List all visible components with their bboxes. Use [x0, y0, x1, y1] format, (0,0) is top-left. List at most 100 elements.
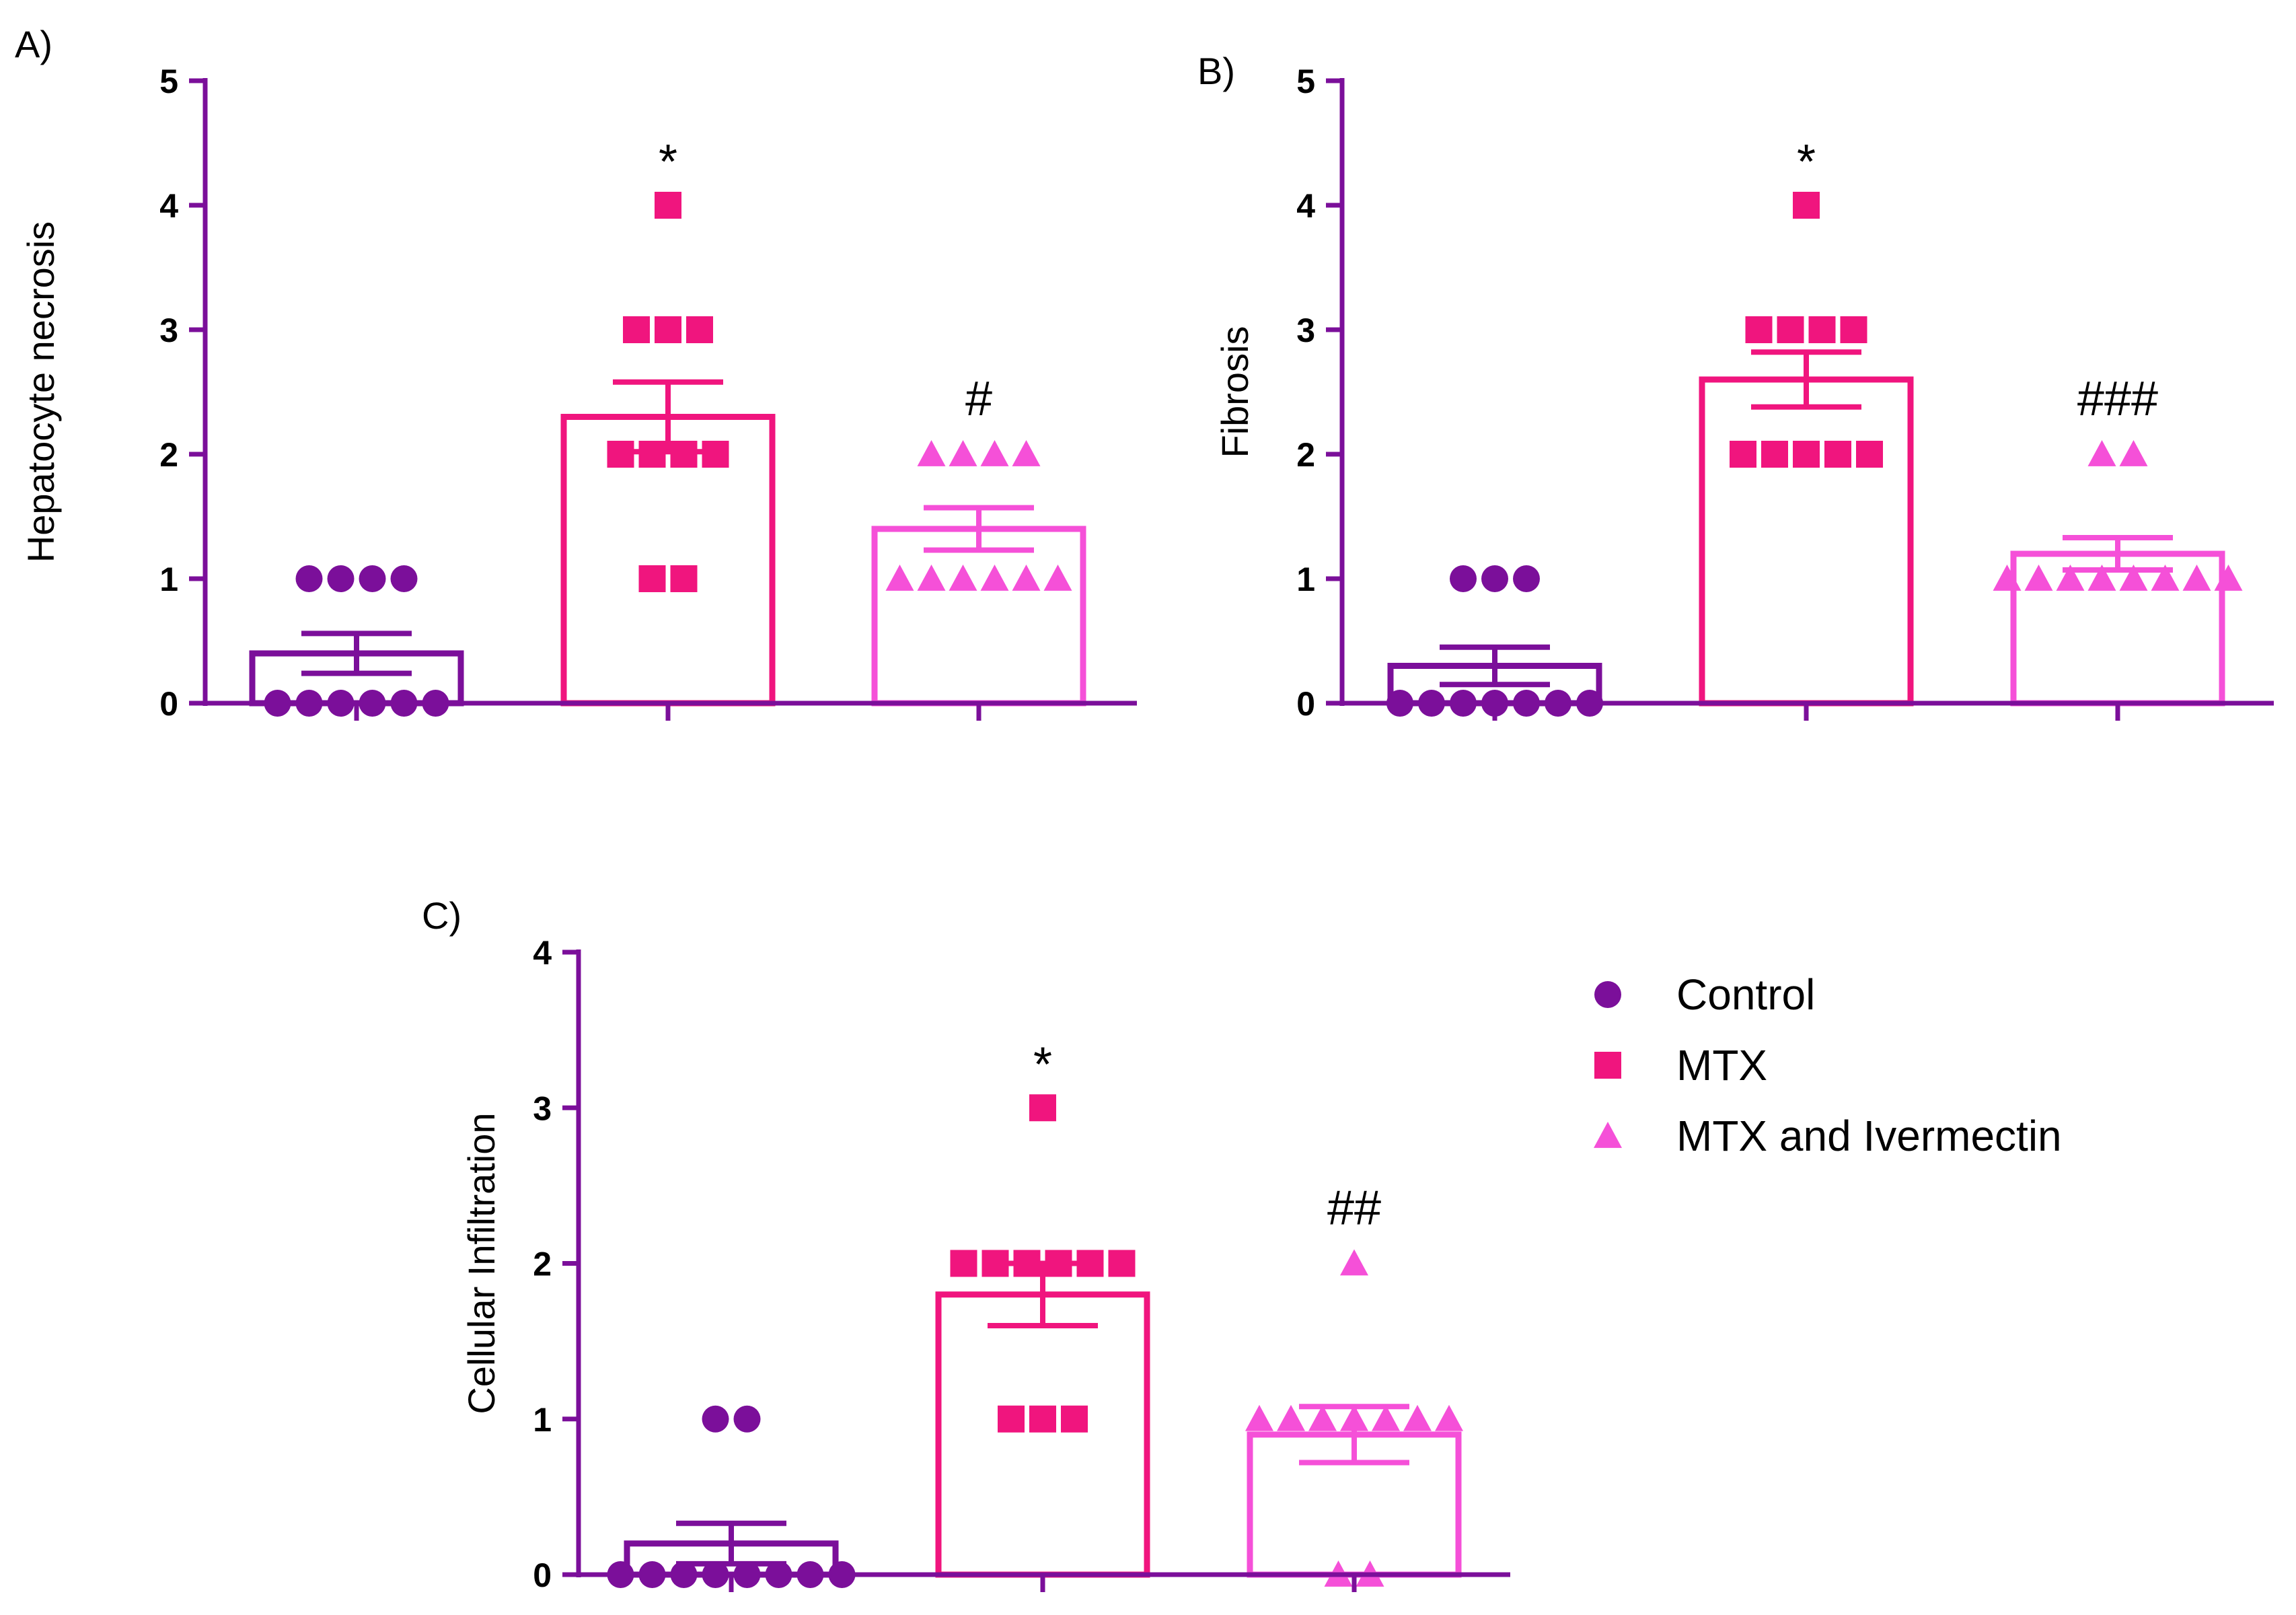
- legend-marker-square: [1594, 1052, 1621, 1079]
- y-tick-label: 2: [533, 1246, 552, 1283]
- data-point-triangle: [1340, 1404, 1368, 1431]
- y-tick-label: 3: [159, 312, 178, 349]
- y-tick-label: 3: [533, 1089, 552, 1127]
- data-point-square: [607, 441, 634, 468]
- data-point-triangle: [980, 565, 1009, 591]
- y-axis-label: Hepatocyte necrosis: [20, 221, 62, 563]
- significance-marker: ###: [2077, 372, 2158, 426]
- data-point-circle: [702, 1405, 729, 1433]
- data-point-triangle: [2119, 565, 2148, 591]
- data-point-square: [982, 1250, 1009, 1277]
- data-point-square: [1745, 316, 1773, 343]
- data-point-square: [1013, 1250, 1041, 1277]
- y-tick-label: 5: [1296, 63, 1315, 100]
- data-point-square: [1824, 441, 1851, 468]
- significance-marker: *: [659, 135, 677, 189]
- y-tick-label: 0: [1296, 685, 1315, 723]
- data-point-triangle: [2024, 565, 2053, 591]
- data-point-square: [1840, 316, 1867, 343]
- data-point-triangle: [980, 440, 1009, 466]
- significance-marker: #: [965, 372, 992, 426]
- data-point-square: [1045, 1250, 1072, 1277]
- significance-marker: *: [1797, 135, 1816, 189]
- data-point-square: [655, 316, 681, 343]
- panel-a: A) Hepatocyte necrosis * #0 1 2 3 4 5: [15, 23, 1137, 723]
- data-point-triangle: [2087, 440, 2116, 466]
- y-axis-label: Fibrosis: [1214, 326, 1256, 458]
- significance-marker: *: [1033, 1038, 1052, 1091]
- data-point-triangle: [1993, 565, 2022, 591]
- data-point-square: [655, 192, 681, 219]
- data-point-triangle: [1277, 1404, 1305, 1431]
- data-point-triangle: [2056, 565, 2085, 591]
- data-point-triangle: [1012, 440, 1041, 466]
- data-point-square: [998, 1405, 1025, 1433]
- data-point-circle: [1513, 565, 1540, 592]
- data-point-square: [1856, 441, 1883, 468]
- data-point-triangle: [2214, 565, 2243, 591]
- data-point-triangle: [949, 565, 977, 591]
- panel-label: B): [1197, 50, 1235, 92]
- legend-label: MTX and Ivermectin: [1676, 1112, 2062, 1160]
- legend: Control MTX MTX and Ivermectin: [1594, 970, 2062, 1160]
- bar-triangle: [871, 526, 1086, 707]
- data-point-square: [1108, 1250, 1136, 1277]
- legend-label: Control: [1676, 970, 1815, 1019]
- data-point-square: [1061, 1405, 1088, 1433]
- y-tick-label: 4: [159, 187, 178, 225]
- data-point-circle: [1481, 565, 1508, 592]
- panel-label: A): [15, 23, 52, 65]
- legend-marker-triangle: [1594, 1122, 1622, 1148]
- data-point-triangle: [2087, 565, 2116, 591]
- data-point-square: [1730, 441, 1756, 468]
- data-point-square: [702, 441, 729, 468]
- data-point-triangle: [2182, 565, 2211, 591]
- data-point-square: [1793, 192, 1820, 219]
- panel-b: B) Fibrosis * ### 0 1 2 3 4 5: [1197, 50, 2274, 723]
- data-point-triangle: [1245, 1404, 1273, 1431]
- data-point-triangle: [1308, 1404, 1337, 1431]
- legend-label: MTX: [1676, 1041, 1767, 1089]
- data-point-square: [1777, 316, 1804, 343]
- y-tick-label: 0: [159, 685, 178, 723]
- y-tick-label: 1: [533, 1401, 552, 1439]
- y-tick-label: 2: [159, 436, 178, 474]
- data-point-square: [950, 1250, 977, 1277]
- data-point-square: [670, 565, 698, 592]
- data-point-circle: [390, 565, 418, 592]
- bar-square: [935, 1291, 1150, 1578]
- bar-square: [560, 414, 776, 707]
- data-point-square: [623, 316, 650, 343]
- y-tick-label: 4: [533, 934, 552, 972]
- y-tick-label: 2: [1296, 436, 1315, 474]
- y-tick-label: 3: [1296, 312, 1315, 349]
- data-point-triangle: [2151, 565, 2180, 591]
- data-point-triangle: [949, 440, 977, 466]
- data-point-square: [1029, 1405, 1056, 1433]
- data-point-square: [638, 441, 666, 468]
- y-tick-label: 5: [159, 63, 178, 100]
- data-point-triangle: [1372, 1404, 1400, 1431]
- data-point-square: [686, 316, 713, 343]
- data-point-triangle: [2119, 440, 2148, 466]
- data-point-circle: [733, 1405, 761, 1433]
- data-point-square: [1761, 441, 1788, 468]
- y-tick-label: 0: [533, 1556, 552, 1594]
- data-point-circle: [295, 565, 323, 592]
- data-point-square: [1029, 1094, 1056, 1122]
- y-tick-label: 1: [1296, 561, 1315, 598]
- y-tick-label: 1: [159, 561, 178, 598]
- panel-label: C): [422, 894, 461, 937]
- data-point-square: [670, 441, 698, 468]
- data-point-triangle: [917, 565, 946, 591]
- significance-marker: ##: [1327, 1182, 1381, 1235]
- data-point-triangle: [1435, 1404, 1463, 1431]
- y-axis-label: Cellular Infiltration: [460, 1112, 503, 1414]
- data-point-triangle: [1043, 565, 1072, 591]
- data-point-square: [638, 565, 666, 592]
- y-tick-label: 4: [1296, 187, 1315, 225]
- bar-square: [1699, 376, 1914, 707]
- panel-c: C) Cellular Infiltration * ## 0 1 2 3 4: [422, 894, 1510, 1594]
- data-point-square: [1808, 316, 1836, 343]
